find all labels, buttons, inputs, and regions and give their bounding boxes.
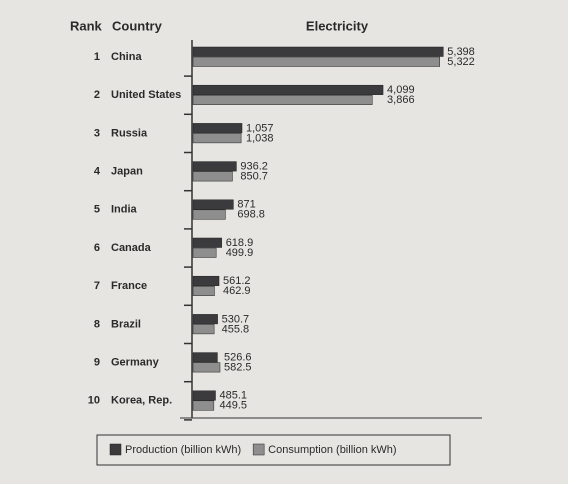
bar bbox=[192, 94, 373, 105]
value-label: 582.5 bbox=[224, 362, 252, 374]
bar bbox=[192, 199, 234, 210]
value-label: 871 bbox=[237, 199, 255, 211]
rank-label: 10 bbox=[88, 395, 100, 407]
value-label: 455.8 bbox=[222, 323, 250, 335]
legend-label: Consumption (billion kWh) bbox=[268, 444, 396, 456]
chart-title: Electricity bbox=[306, 18, 369, 33]
category-label: Brazil bbox=[111, 318, 141, 330]
category-label: United States bbox=[111, 89, 181, 101]
value-label: 698.8 bbox=[237, 209, 265, 221]
value-label: 618.9 bbox=[226, 237, 254, 249]
rank-label: 2 bbox=[94, 89, 100, 101]
bar bbox=[192, 171, 233, 182]
rank-label: 6 bbox=[94, 242, 100, 254]
bar bbox=[192, 123, 243, 134]
value-label: 5,322 bbox=[447, 56, 475, 68]
bar bbox=[192, 390, 216, 401]
bar bbox=[192, 237, 222, 248]
rank-label: 9 bbox=[94, 357, 100, 369]
bar bbox=[192, 352, 218, 363]
bar bbox=[192, 84, 384, 95]
bar bbox=[192, 209, 226, 220]
bar bbox=[192, 362, 221, 373]
bar bbox=[192, 56, 440, 67]
rank-label: 3 bbox=[94, 127, 100, 139]
category-label: Russia bbox=[111, 127, 148, 139]
value-label: 936.2 bbox=[240, 161, 268, 173]
rank-label: 4 bbox=[94, 166, 101, 178]
bar bbox=[192, 400, 215, 411]
value-label: 3,866 bbox=[387, 94, 415, 106]
bar bbox=[192, 285, 215, 296]
rank-label: 7 bbox=[94, 280, 100, 292]
category-label: China bbox=[111, 51, 142, 63]
bar bbox=[192, 314, 218, 325]
value-label: 462.9 bbox=[223, 285, 251, 297]
value-label: 530.7 bbox=[222, 313, 250, 325]
category-label: France bbox=[111, 280, 147, 292]
value-label: 499.9 bbox=[226, 247, 254, 259]
value-label: 4,099 bbox=[387, 84, 415, 96]
rank-label: 1 bbox=[94, 51, 100, 63]
legend-label: Production (billion kWh) bbox=[125, 444, 241, 456]
rank-header: Rank bbox=[70, 18, 103, 33]
value-label: 526.6 bbox=[224, 352, 252, 364]
value-label: 449.5 bbox=[219, 400, 247, 412]
bar bbox=[192, 275, 220, 286]
value-label: 850.7 bbox=[240, 171, 268, 183]
value-label: 561.2 bbox=[223, 275, 251, 287]
bar bbox=[192, 46, 444, 57]
country-header: Country bbox=[112, 18, 163, 33]
legend-swatch bbox=[252, 443, 265, 456]
legend-swatch bbox=[109, 443, 122, 456]
bar bbox=[192, 324, 215, 335]
category-label: Germany bbox=[111, 357, 160, 369]
legend-box bbox=[96, 434, 451, 466]
bar bbox=[192, 161, 237, 172]
bar bbox=[192, 133, 242, 144]
category-label: Japan bbox=[111, 166, 143, 178]
value-label: 5,398 bbox=[447, 46, 475, 58]
category-label: Korea, Rep. bbox=[111, 395, 172, 407]
value-label: 485.1 bbox=[219, 390, 247, 402]
category-label: Canada bbox=[111, 242, 152, 254]
value-label: 1,057 bbox=[246, 122, 274, 134]
bar bbox=[192, 247, 217, 258]
rank-label: 8 bbox=[94, 318, 100, 330]
rank-label: 5 bbox=[94, 204, 100, 216]
category-label: India bbox=[111, 204, 138, 216]
value-label: 1,038 bbox=[246, 132, 274, 144]
